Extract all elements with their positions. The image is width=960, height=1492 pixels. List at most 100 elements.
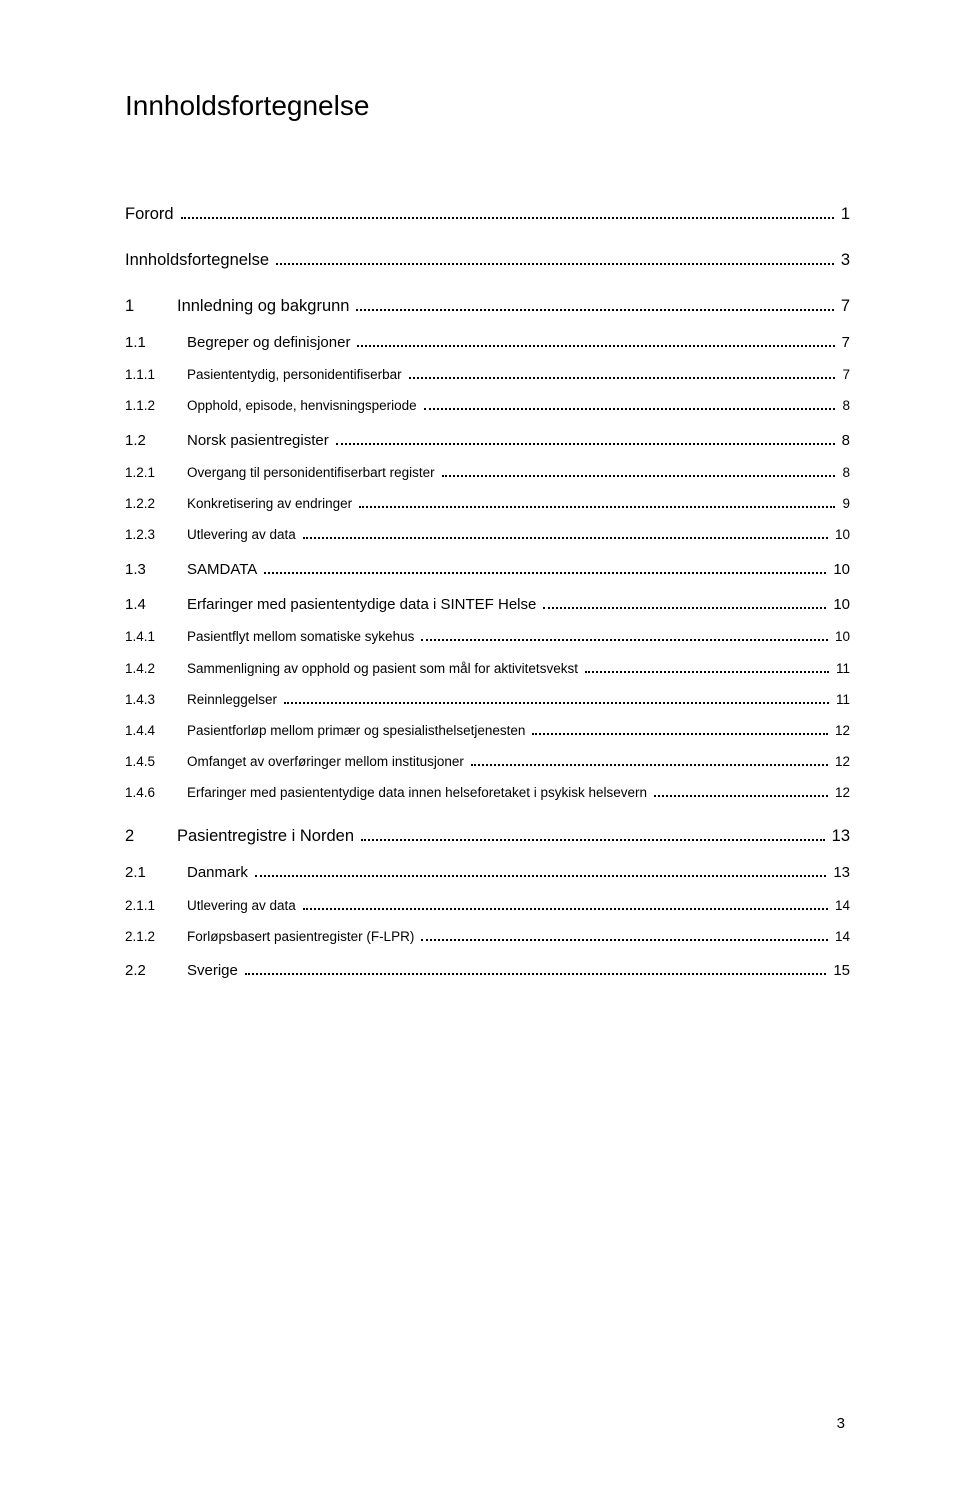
toc-entry-page: 8 bbox=[838, 398, 850, 413]
toc-entry-page: 10 bbox=[831, 629, 850, 644]
toc-entry-page: 13 bbox=[828, 827, 850, 846]
toc-entry-label: Innledning og bakgrunn bbox=[177, 297, 353, 316]
toc-entry-label: Pasientregistre i Norden bbox=[177, 827, 358, 846]
toc-entry-number: 2.1.2 bbox=[125, 929, 187, 944]
page-title: Innholdsfortegnelse bbox=[125, 90, 850, 122]
toc-leader-dots bbox=[181, 202, 834, 219]
toc-entry-page: 9 bbox=[838, 496, 850, 511]
toc-entry: 1.2.2Konkretisering av endringer 9 bbox=[125, 494, 850, 511]
toc-entry-number: 1.4.4 bbox=[125, 723, 187, 738]
toc-entry: 1.4.4Pasientforløp mellom primær og spes… bbox=[125, 721, 850, 738]
toc-entry-page: 15 bbox=[829, 962, 850, 979]
page-number: 3 bbox=[837, 1415, 845, 1432]
toc-entry: 1.4.5Omfanget av overføringer mellom ins… bbox=[125, 752, 850, 769]
toc-leader-dots bbox=[471, 752, 828, 766]
toc-entry-page: 8 bbox=[838, 432, 850, 449]
toc-entry-page: 3 bbox=[837, 251, 850, 270]
toc-entry-page: 10 bbox=[829, 561, 850, 578]
toc-leader-dots bbox=[442, 463, 836, 477]
toc-leader-dots bbox=[356, 294, 833, 311]
toc-entry-number: 1.4.1 bbox=[125, 629, 187, 644]
toc-leader-dots bbox=[424, 396, 836, 410]
toc-entry-page: 11 bbox=[832, 692, 850, 707]
toc-entry-label: Utlevering av data bbox=[187, 898, 300, 913]
toc-entry-label: Reinnleggelser bbox=[187, 692, 281, 707]
toc-entry-page: 12 bbox=[831, 723, 850, 738]
toc-entry-number: 1 bbox=[125, 297, 177, 316]
toc-entry-number: 1.1 bbox=[125, 334, 187, 351]
toc-entry-page: 10 bbox=[829, 596, 850, 613]
toc-entry-number: 1.3 bbox=[125, 561, 187, 578]
toc-entry: 2.1Danmark13 bbox=[125, 862, 850, 882]
toc-entry-number: 1.4 bbox=[125, 596, 187, 613]
toc-entry-page: 11 bbox=[832, 661, 850, 676]
toc-entry-page: 7 bbox=[838, 367, 850, 382]
toc-leader-dots bbox=[336, 429, 835, 445]
toc-leader-dots bbox=[255, 862, 826, 878]
toc-leader-dots bbox=[284, 690, 829, 704]
toc-entry-label: Overgang til personidentifiserbart regis… bbox=[187, 465, 439, 480]
toc-entry: 1.1Begreper og definisjoner 7 bbox=[125, 332, 850, 352]
toc-entry-label: Erfaringer med pasiententydige data i SI… bbox=[187, 596, 540, 613]
toc-leader-dots bbox=[421, 627, 828, 641]
toc-entry-label: Forløpsbasert pasientregister (F-LPR) bbox=[187, 929, 418, 944]
toc-entry-label: Omfanget av overføringer mellom institus… bbox=[187, 754, 468, 769]
toc-entry-label: Erfaringer med pasiententydige data inne… bbox=[187, 785, 651, 800]
toc-entry-label: Opphold, episode, henvisningsperiode bbox=[187, 398, 421, 413]
toc-entry: 1.4.2Sammenligning av opphold og pasient… bbox=[125, 658, 850, 675]
toc-leader-dots bbox=[359, 494, 835, 508]
toc-entry-page: 8 bbox=[838, 465, 850, 480]
toc-entry: 1.4Erfaringer med pasiententydige data i… bbox=[125, 594, 850, 614]
toc-entry-number: 1.2.1 bbox=[125, 465, 187, 480]
toc-entry-number: 1.4.5 bbox=[125, 754, 187, 769]
toc-leader-dots bbox=[421, 927, 828, 941]
toc-leader-dots bbox=[303, 525, 828, 539]
toc-entry-number: 1.1.1 bbox=[125, 367, 187, 382]
toc-entry: 1Innledning og bakgrunn 7 bbox=[125, 294, 850, 316]
document-page: Innholdsfortegnelse Forord 1 Innholdsforte… bbox=[0, 0, 960, 1492]
toc-entry: 1.3SAMDATA10 bbox=[125, 558, 850, 578]
toc-entry-page: 13 bbox=[829, 864, 850, 881]
toc-entry-label: Innholdsfortegnelse bbox=[125, 251, 273, 270]
toc-entry-label: Pasientforløp mellom primær og spesialis… bbox=[187, 723, 529, 738]
toc-entry-number: 2.2 bbox=[125, 962, 187, 979]
toc-leader-dots bbox=[303, 895, 828, 909]
toc-entry-label: Danmark bbox=[187, 864, 252, 881]
toc-entry-label: Sammenligning av opphold og pasient som … bbox=[187, 661, 582, 676]
toc-entry-page: 12 bbox=[831, 754, 850, 769]
toc-entry-number: 1.1.2 bbox=[125, 398, 187, 413]
toc-leader-dots bbox=[361, 824, 825, 841]
toc-entry-number: 1.2.2 bbox=[125, 496, 187, 511]
toc-entry-number: 1.4.3 bbox=[125, 692, 187, 707]
toc-entry: 2.2Sverige15 bbox=[125, 960, 850, 980]
toc-leader-dots bbox=[543, 594, 826, 610]
toc-entry: 2.1.2Forløpsbasert pasientregister (F-LP… bbox=[125, 927, 850, 944]
toc-entry: Innholdsfortegnelse 3 bbox=[125, 248, 850, 270]
toc-leader-dots bbox=[409, 365, 836, 379]
toc-leader-dots bbox=[654, 783, 828, 797]
toc-entry: 1.4.3Reinnleggelser 11 bbox=[125, 690, 850, 707]
toc-entry: 1.4.1Pasientflyt mellom somatiske sykehu… bbox=[125, 627, 850, 644]
toc-entry: 1.1.1Pasiententydig, personidentifiserba… bbox=[125, 365, 850, 382]
toc-entry-label: Konkretisering av endringer bbox=[187, 496, 356, 511]
toc-entry-page: 12 bbox=[831, 785, 850, 800]
table-of-contents: Forord 1 Innholdsfortegnelse 3 1Innledning o… bbox=[125, 202, 850, 979]
toc-entry: 2Pasientregistre i Norden 13 bbox=[125, 824, 850, 846]
toc-entry: 1.2Norsk pasientregister 8 bbox=[125, 429, 850, 449]
toc-leader-dots bbox=[532, 721, 828, 735]
toc-leader-dots bbox=[264, 558, 826, 574]
toc-entry-label: Norsk pasientregister bbox=[187, 432, 333, 449]
toc-entry-label: Begreper og definisjoner bbox=[187, 334, 354, 351]
toc-entry-page: 14 bbox=[831, 898, 850, 913]
toc-entry: 1.2.3Utlevering av data10 bbox=[125, 525, 850, 542]
toc-entry-page: 7 bbox=[838, 334, 850, 351]
toc-entry: 2.1.1Utlevering av data 14 bbox=[125, 895, 850, 912]
toc-entry: 1.1.2Opphold, episode, henvisningsperiod… bbox=[125, 396, 850, 413]
toc-entry-label: Utlevering av data bbox=[187, 527, 300, 542]
toc-entry-label: Forord bbox=[125, 205, 178, 224]
toc-entry-number: 1.2 bbox=[125, 432, 187, 449]
toc-entry-number: 1.4.6 bbox=[125, 785, 187, 800]
toc-entry-number: 2 bbox=[125, 827, 177, 846]
toc-entry-page: 7 bbox=[837, 297, 850, 316]
toc-entry-number: 2.1.1 bbox=[125, 898, 187, 913]
